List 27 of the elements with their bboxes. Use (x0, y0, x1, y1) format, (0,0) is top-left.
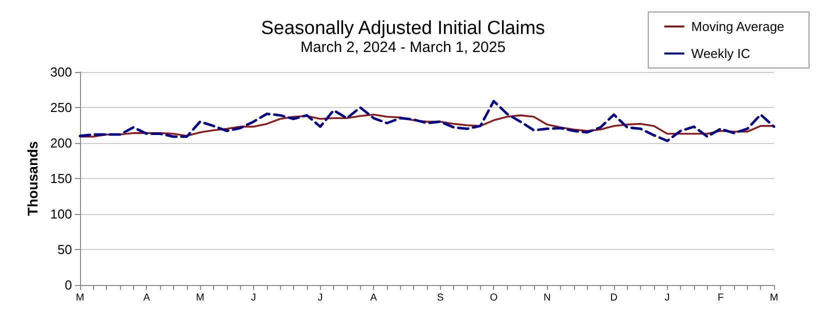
x-tick-label: J (318, 292, 323, 304)
x-tick-label: N (544, 292, 551, 304)
legend-label: Weekly IC (691, 46, 750, 61)
y-tick-label: 0 (64, 278, 72, 292)
x-tick-label: M (196, 292, 204, 304)
y-tick-label: 150 (50, 171, 72, 186)
x-tick-label: D (610, 292, 618, 304)
y-tick-label: 300 (50, 64, 72, 80)
legend-label: Moving Average (691, 19, 784, 34)
line-series (78, 100, 776, 142)
x-tick-label: J (664, 292, 670, 304)
chart-subtitle: March 2, 2024 - March 1, 2025 (300, 39, 506, 56)
y-tick-label: 250 (50, 100, 72, 115)
x-tick-label: F (718, 292, 724, 304)
y-axis-title: Thousands (24, 140, 40, 216)
y-tick-label: 100 (50, 206, 72, 222)
line-series (79, 114, 775, 138)
x-tick-label: M (76, 292, 84, 304)
x-tick-label: J (251, 292, 256, 304)
x-tick-label: M (770, 292, 778, 304)
y-tick-label: 50 (58, 242, 72, 257)
x-tick-label: O (490, 292, 498, 304)
x-tick-label: A (370, 292, 378, 304)
chart-title: Seasonally Adjusted Initial Claims (260, 18, 546, 39)
x-tick-label: A (143, 292, 150, 304)
x-tick-label: S (437, 292, 444, 304)
y-tick-label: 200 (50, 136, 72, 150)
